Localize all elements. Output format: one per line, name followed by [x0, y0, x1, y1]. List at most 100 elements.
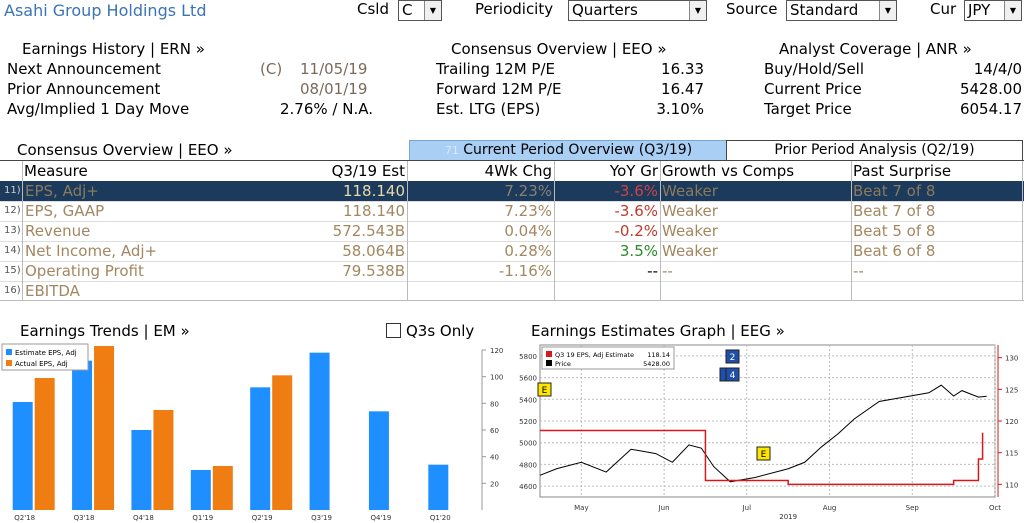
chevron-down-icon: ▼	[879, 1, 896, 20]
bar-estimate	[190, 470, 211, 510]
y-tick-label: 80	[490, 400, 499, 408]
x-tick-label: Q2'19	[252, 514, 273, 522]
plot-area	[539, 344, 996, 498]
table-row[interactable]: 12) EPS, GAAP 118.140 7.23% -3.6% Weaker Beat …	[0, 201, 1024, 221]
row-number: 13)	[4, 225, 21, 236]
col-estimate-header[interactable]: Q3/19 Est	[331, 162, 405, 180]
target-price-label: Target Price	[764, 100, 852, 118]
yoy-cell: --	[647, 262, 658, 280]
tab-current-number: 71	[444, 144, 459, 157]
current-price-value: 5428.00	[959, 80, 1022, 98]
legend-label: Q3 19 EPS, Adj Estimate	[555, 351, 634, 359]
estimate-cell: 118.140	[342, 202, 405, 220]
tab-current-label: Current Period Overview (Q3/19)	[463, 142, 693, 158]
target-price-value: 6054.17	[959, 100, 1022, 118]
table-row[interactable]: 14) Net Income, Adj+ 58.064B 0.28% 3.5% Weake…	[0, 241, 1024, 261]
col-measure-header[interactable]: Measure	[24, 162, 88, 180]
q3s-only-label: Q3s Only	[406, 322, 475, 340]
bar-actual	[94, 346, 115, 510]
earnings-history-link[interactable]: Earnings History | ERN »	[22, 40, 205, 58]
currency-dropdown[interactable]: JPY ▼	[964, 0, 1022, 21]
4wk-chg-cell: 0.04%	[504, 222, 552, 240]
x-tick-label: Sep	[906, 504, 920, 512]
legend-box	[1, 343, 89, 371]
estimate-cell: 118.140	[342, 182, 405, 200]
source-dropdown[interactable]: Standard ▼	[786, 0, 897, 21]
consensus-overview-link[interactable]: Consensus Overview | EEO »	[451, 40, 667, 58]
y-tick-label: 100	[490, 374, 503, 382]
bar-actual	[34, 378, 55, 510]
chevron-down-icon: ▼	[424, 1, 441, 20]
growth-cell: Weaker	[662, 242, 718, 260]
event-marker	[725, 367, 740, 382]
y-left-tick-label: 5400	[519, 396, 537, 404]
measure-cell: EPS, GAAP	[25, 202, 105, 220]
y-tick-label: 60	[490, 427, 499, 435]
csld-dropdown[interactable]: C ▼	[398, 0, 442, 21]
4wk-chg-cell: -1.16%	[498, 262, 552, 280]
table-row[interactable]: 11) EPS, Adj+ 118.140 7.23% -3.6% Weaker Beat …	[0, 181, 1024, 201]
earnings-trends-link[interactable]: Earnings Trends | EM »	[20, 322, 190, 340]
earnings-marker	[756, 446, 771, 461]
legend-label: Price	[555, 360, 571, 368]
prior-announcement-value: 08/01/19	[300, 80, 368, 98]
next-announcement-flag: (C)	[260, 60, 283, 78]
bar-estimate	[131, 430, 152, 510]
chevron-down-icon: ▼	[1004, 1, 1021, 20]
x-tick-label: Aug	[823, 504, 837, 512]
estimate-line	[540, 429, 984, 486]
tab-prior-period[interactable]: Prior Period Analysis (Q2/19)	[726, 140, 1023, 161]
4wk-chg-cell: 0.28%	[504, 242, 552, 260]
surprise-cell: Beat 7 of 8	[853, 182, 936, 200]
event-marker	[725, 349, 740, 364]
currency-label: Cur	[930, 0, 957, 18]
buy-hold-sell-value: 14/4/0	[973, 60, 1022, 78]
table-row[interactable]: 13) Revenue 572.543B 0.04% -0.2% Weaker Beat 5…	[0, 221, 1024, 241]
y-left-tick-label: 4600	[519, 483, 537, 491]
implied-move-label: Avg/Implied 1 Day Move	[7, 100, 190, 118]
table-header-row: Measure Q3/19 Est 4Wk Chg YoY Gr Growth …	[0, 161, 1024, 181]
bar-actual	[272, 375, 293, 510]
earnings-graph-link[interactable]: Earnings Estimates Graph | EEG »	[531, 322, 785, 340]
x-tick-label: May	[574, 504, 588, 512]
checkbox-icon	[386, 323, 401, 338]
tab-current-period[interactable]: 71 Current Period Overview (Q3/19)	[409, 140, 728, 161]
surprise-cell: Beat 6 of 8	[853, 242, 936, 260]
table-row[interactable]: 16) EBITDA	[0, 281, 1024, 301]
y-right-tick-label: 110	[1005, 481, 1018, 489]
earnings-marker-label: E	[761, 450, 767, 460]
y-left-tick-label: 5800	[519, 353, 537, 361]
tab-prior-label: Prior Period Analysis (Q2/19)	[774, 142, 975, 158]
surprise-cell: Beat 7 of 8	[853, 202, 936, 220]
y-tick-label: 20	[490, 480, 499, 488]
consensus-table-link[interactable]: Consensus Overview | EEO »	[17, 141, 233, 159]
analyst-coverage-link[interactable]: Analyst Coverage | ANR »	[779, 40, 972, 58]
measure-cell: EBITDA	[25, 282, 80, 300]
measure-cell: Net Income, Adj+	[25, 242, 158, 260]
estimate-cell: 572.543B	[332, 222, 405, 240]
col-growth-header[interactable]: Growth vs Comps	[662, 162, 795, 180]
col-4wk-chg-header[interactable]: 4Wk Chg	[484, 162, 552, 180]
measure-cell: Operating Profit	[25, 262, 144, 280]
table-row[interactable]: 15) Operating Profit 79.538B -1.16% -- -- --	[0, 261, 1024, 281]
row-number: 16)	[4, 285, 21, 296]
y-left-tick-label: 4800	[519, 461, 537, 469]
legend-value: 5428.00	[643, 360, 670, 368]
source-value: Standard	[790, 1, 859, 19]
4wk-chg-cell: 7.23%	[504, 202, 552, 220]
legend-swatch	[6, 349, 12, 355]
next-announcement-value: 11/05/19	[300, 60, 368, 78]
q3s-only-checkbox[interactable]: Q3s Only	[386, 322, 474, 340]
periodicity-dropdown[interactable]: Quarters ▼	[568, 0, 707, 21]
growth-cell: --	[662, 262, 673, 280]
periodicity-value: Quarters	[572, 1, 638, 19]
security-title: Asahi Group Holdings Ltd	[4, 1, 207, 20]
col-surprise-header[interactable]: Past Surprise	[853, 162, 952, 180]
growth-cell: Weaker	[662, 202, 718, 220]
csld-value: C	[402, 1, 413, 19]
ltg-value: 3.10%	[656, 100, 704, 118]
bar-estimate	[250, 387, 271, 510]
row-number: 14)	[4, 245, 21, 256]
col-yoy-header[interactable]: YoY Gr	[609, 162, 658, 180]
trailing-pe-value: 16.33	[661, 60, 704, 78]
